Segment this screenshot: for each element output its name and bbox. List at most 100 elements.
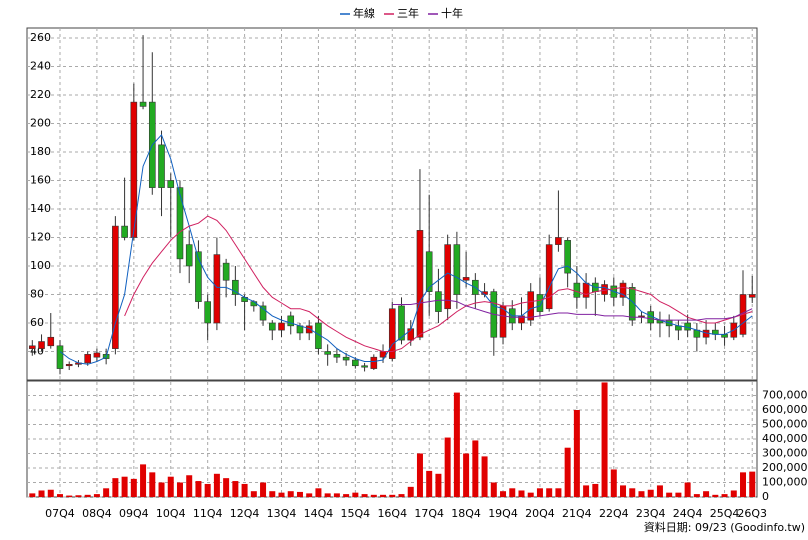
candle-body: [555, 237, 562, 245]
candle-body: [582, 282, 590, 298]
candle-body: [444, 244, 451, 310]
volume-bar: [204, 483, 211, 497]
candle-body: [361, 365, 368, 368]
volume-bar: [555, 488, 562, 497]
volume-bar: [324, 493, 331, 497]
volume-bar: [130, 478, 137, 497]
volume-bar: [287, 491, 294, 497]
volume-bar: [278, 492, 285, 497]
candle-body: [638, 315, 645, 318]
candle-body: [158, 144, 165, 188]
candle-body: [324, 351, 331, 355]
y-tick-label: 200,000: [762, 461, 808, 474]
x-tick-label: 22Q4: [599, 507, 629, 520]
candle-body: [167, 180, 175, 188]
volume-bar: [749, 471, 756, 497]
volume-bar: [426, 470, 433, 497]
volume-bar: [140, 464, 147, 497]
volume-bar: [232, 481, 239, 497]
volume-bar: [546, 488, 553, 497]
x-tick-label: 16Q4: [377, 507, 407, 520]
volume-bar: [66, 495, 73, 497]
y-tick-label: 60: [30, 316, 44, 329]
candle-body: [435, 291, 442, 312]
y-tick-label: 700,000: [762, 389, 808, 402]
x-tick-label: 21Q4: [562, 507, 592, 520]
volume-bar: [250, 491, 257, 497]
volume-bar: [93, 494, 100, 497]
volume-bar: [176, 482, 183, 497]
volume-bar: [370, 494, 377, 497]
candle-body: [425, 251, 433, 292]
legend-label: 三年: [397, 6, 419, 20]
volume-bar: [29, 493, 36, 497]
candle-body: [93, 352, 101, 358]
x-tick-label: 12Q4: [230, 507, 260, 520]
y-tick-label: 500,000: [762, 418, 808, 431]
volume-bar: [352, 492, 359, 497]
volume-bar: [592, 483, 599, 497]
volume-bar: [444, 437, 451, 497]
volume-bar: [121, 476, 128, 497]
candle-body: [305, 325, 313, 334]
x-tick-label: 09Q4: [119, 507, 149, 520]
volume-bar: [463, 453, 470, 497]
candle-body: [398, 305, 405, 341]
candle-body: [84, 354, 91, 364]
volume-bar: [269, 491, 276, 497]
volume-bar: [693, 494, 700, 497]
y-tick-label: 600,000: [762, 403, 808, 416]
x-tick-label: 11Q4: [193, 507, 223, 520]
candle-body: [38, 341, 45, 349]
y-tick-label: 80: [30, 287, 44, 300]
volume-bar: [638, 491, 645, 497]
volume-bar: [315, 488, 322, 497]
x-tick-label: 23Q4: [636, 507, 666, 520]
volume-bar: [481, 456, 488, 497]
volume-bar: [389, 494, 396, 497]
candle-body: [139, 101, 147, 107]
footer: 資料日期: 09/23 (Goodinfo.tw): [644, 520, 805, 534]
candle-body: [204, 301, 211, 324]
volume-bar: [721, 494, 728, 497]
volume-bar: [56, 494, 63, 497]
y-tick-label: 220: [30, 88, 51, 101]
volume-bar: [149, 472, 156, 497]
candle-body: [195, 251, 202, 302]
volume-bar: [509, 488, 516, 497]
candle-body: [628, 287, 636, 321]
y-tick-label: 100: [30, 259, 51, 272]
candle-body: [333, 354, 341, 358]
y-tick-label: 120: [30, 230, 51, 243]
y-tick-label: 260: [30, 31, 51, 44]
x-tick-label: 15Q4: [341, 507, 371, 520]
volume-bar: [453, 392, 460, 497]
candle-body: [416, 230, 424, 338]
volume-bar: [703, 491, 710, 497]
candle-body: [278, 322, 285, 331]
volume-bar: [490, 482, 497, 497]
volume-bar: [398, 494, 405, 497]
volume-bar: [38, 490, 45, 497]
candle-body: [287, 315, 295, 327]
volume-bar: [675, 492, 682, 497]
candle-body: [65, 364, 73, 367]
volume-bar: [518, 490, 525, 497]
volume-bar: [47, 489, 54, 497]
x-tick-label: 20Q4: [525, 507, 555, 520]
candle-body: [545, 244, 553, 310]
candle-body: [185, 244, 193, 267]
volume-bar: [306, 493, 313, 497]
candle-body: [342, 356, 350, 361]
x-tick-label: 18Q4: [451, 507, 481, 520]
candle-body: [536, 294, 544, 312]
volume-bar: [740, 472, 747, 497]
volume-bar: [158, 482, 165, 497]
x-tick-label: 10Q4: [156, 507, 186, 520]
volume-bar: [527, 492, 534, 497]
volume-bar: [712, 494, 719, 497]
candle-body: [268, 322, 276, 331]
volume-bar: [564, 447, 571, 497]
candle-body: [370, 356, 378, 369]
candle-body: [56, 345, 64, 369]
